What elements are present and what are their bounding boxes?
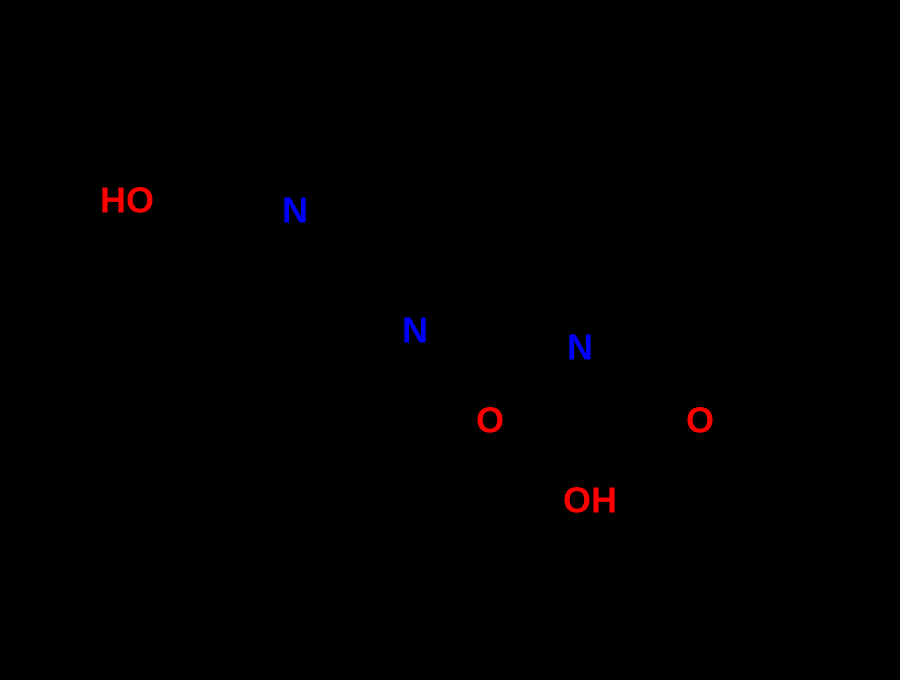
atom-label-N3: N (567, 327, 593, 368)
atom-label-OH1: OH (563, 480, 617, 521)
atom-label-N1: N (282, 190, 308, 231)
atom-label-N2: N (402, 310, 428, 351)
atom-label-HO1: HO (100, 180, 154, 221)
molecule-diagram: HO N N N O O OH (0, 0, 900, 680)
atom-label-O1: O (476, 400, 504, 441)
atom-label-O2: O (686, 400, 714, 441)
